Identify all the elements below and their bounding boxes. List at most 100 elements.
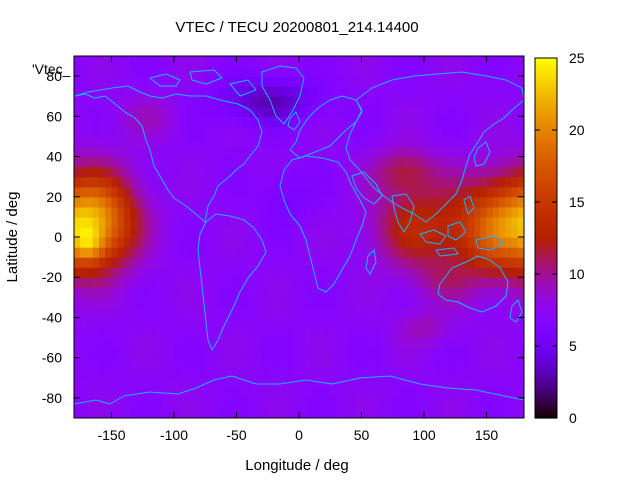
heat-cell: [286, 357, 294, 369]
heat-cell: [311, 116, 319, 127]
heat-cell: [192, 317, 200, 329]
heat-cell: [136, 297, 144, 308]
heat-cell: [511, 166, 519, 178]
heat-cell: [155, 196, 163, 208]
heat-cell: [211, 357, 219, 369]
heat-cell: [242, 126, 250, 138]
heat-cell: [355, 226, 363, 238]
heat-cell: [486, 247, 494, 258]
heat-cell: [336, 377, 344, 389]
heat-cell: [261, 347, 269, 359]
heat-cell: [236, 166, 244, 178]
heat-cell: [467, 116, 475, 127]
heat-cell: [167, 216, 175, 228]
heat-cell: [167, 247, 175, 258]
heat-cell: [324, 267, 331, 278]
heat-cell: [242, 56, 250, 67]
heat-cell: [430, 56, 438, 67]
heat-cell: [367, 317, 375, 329]
heat-cell: [455, 307, 463, 319]
heat-cell: [324, 297, 331, 308]
heat-cell: [505, 156, 513, 168]
heat-cell: [111, 66, 119, 77]
heat-cell: [267, 237, 275, 248]
heat-cell: [124, 56, 131, 67]
heat-cell: [492, 56, 500, 67]
heat-cell: [442, 387, 450, 399]
heat-cell: [192, 367, 200, 379]
heat-cell: [167, 146, 175, 158]
heat-cell: [105, 327, 113, 339]
heat-cell: [492, 76, 500, 87]
coastline-antarctica: [74, 375, 524, 405]
heat-cell: [249, 327, 256, 339]
heat-cell: [199, 176, 206, 188]
heat-cell: [474, 257, 481, 268]
heat-cell: [505, 307, 513, 319]
heat-cell: [149, 277, 156, 288]
colorbar-band: [535, 160, 557, 164]
heat-cell: [142, 66, 150, 77]
heat-cell: [449, 216, 456, 228]
heat-cell: [142, 337, 150, 349]
heat-cell: [161, 357, 169, 369]
heat-cell: [180, 166, 188, 178]
heat-cell: [224, 136, 231, 148]
heat-cell: [486, 186, 494, 198]
heat-cell: [405, 146, 413, 158]
coastline-india: [391, 193, 415, 233]
heat-cell: [292, 297, 300, 308]
heat-cell: [99, 407, 106, 418]
heat-cell: [355, 96, 363, 107]
heat-cell: [474, 146, 481, 158]
heat-cell: [455, 317, 463, 329]
heat-cell: [305, 216, 313, 228]
heat-cell: [355, 287, 363, 298]
heat-cell: [261, 237, 269, 248]
heat-cell: [386, 136, 394, 148]
colorbar-band: [535, 319, 557, 323]
colorbar-band: [535, 118, 557, 122]
heat-cell: [105, 347, 113, 359]
heat-cell: [361, 86, 369, 97]
heat-cell: [99, 307, 106, 319]
heat-cell: [367, 116, 375, 127]
heat-cell: [449, 397, 456, 409]
heat-cell: [292, 146, 300, 158]
heat-cell: [249, 166, 256, 178]
coastline-europe: [289, 95, 363, 159]
heat-cell: [105, 357, 113, 369]
heat-cell: [261, 106, 269, 117]
heat-cell: [80, 186, 88, 198]
heat-cell: [405, 317, 413, 329]
heat-cell: [355, 106, 363, 117]
heat-cell: [480, 397, 488, 409]
heat-cell: [86, 247, 94, 258]
heat-cell: [142, 327, 150, 339]
heat-cell: [392, 277, 400, 288]
heat-cell: [130, 126, 138, 138]
heat-cell: [92, 267, 100, 278]
heat-cell: [505, 56, 513, 67]
heat-cell: [430, 327, 438, 339]
heat-cell: [305, 257, 313, 268]
heat-cell: [349, 247, 356, 258]
heat-cell: [86, 106, 94, 117]
heat-cell: [230, 247, 238, 258]
heat-cell: [330, 267, 338, 278]
heat-cell: [286, 86, 294, 97]
heat-cell: [161, 327, 169, 339]
heat-cell: [474, 166, 481, 178]
heat-cell: [417, 257, 425, 268]
heat-cell: [124, 317, 131, 329]
heat-cell: [105, 377, 113, 389]
heat-cell: [399, 86, 406, 97]
heat-cell: [380, 156, 388, 168]
heat-cell: [449, 96, 456, 107]
heat-cell: [192, 86, 200, 97]
heat-cell: [174, 257, 181, 268]
heat-cell: [155, 377, 163, 389]
heat-cell: [224, 337, 231, 349]
heat-cell: [474, 277, 481, 288]
heat-cell: [430, 387, 438, 399]
